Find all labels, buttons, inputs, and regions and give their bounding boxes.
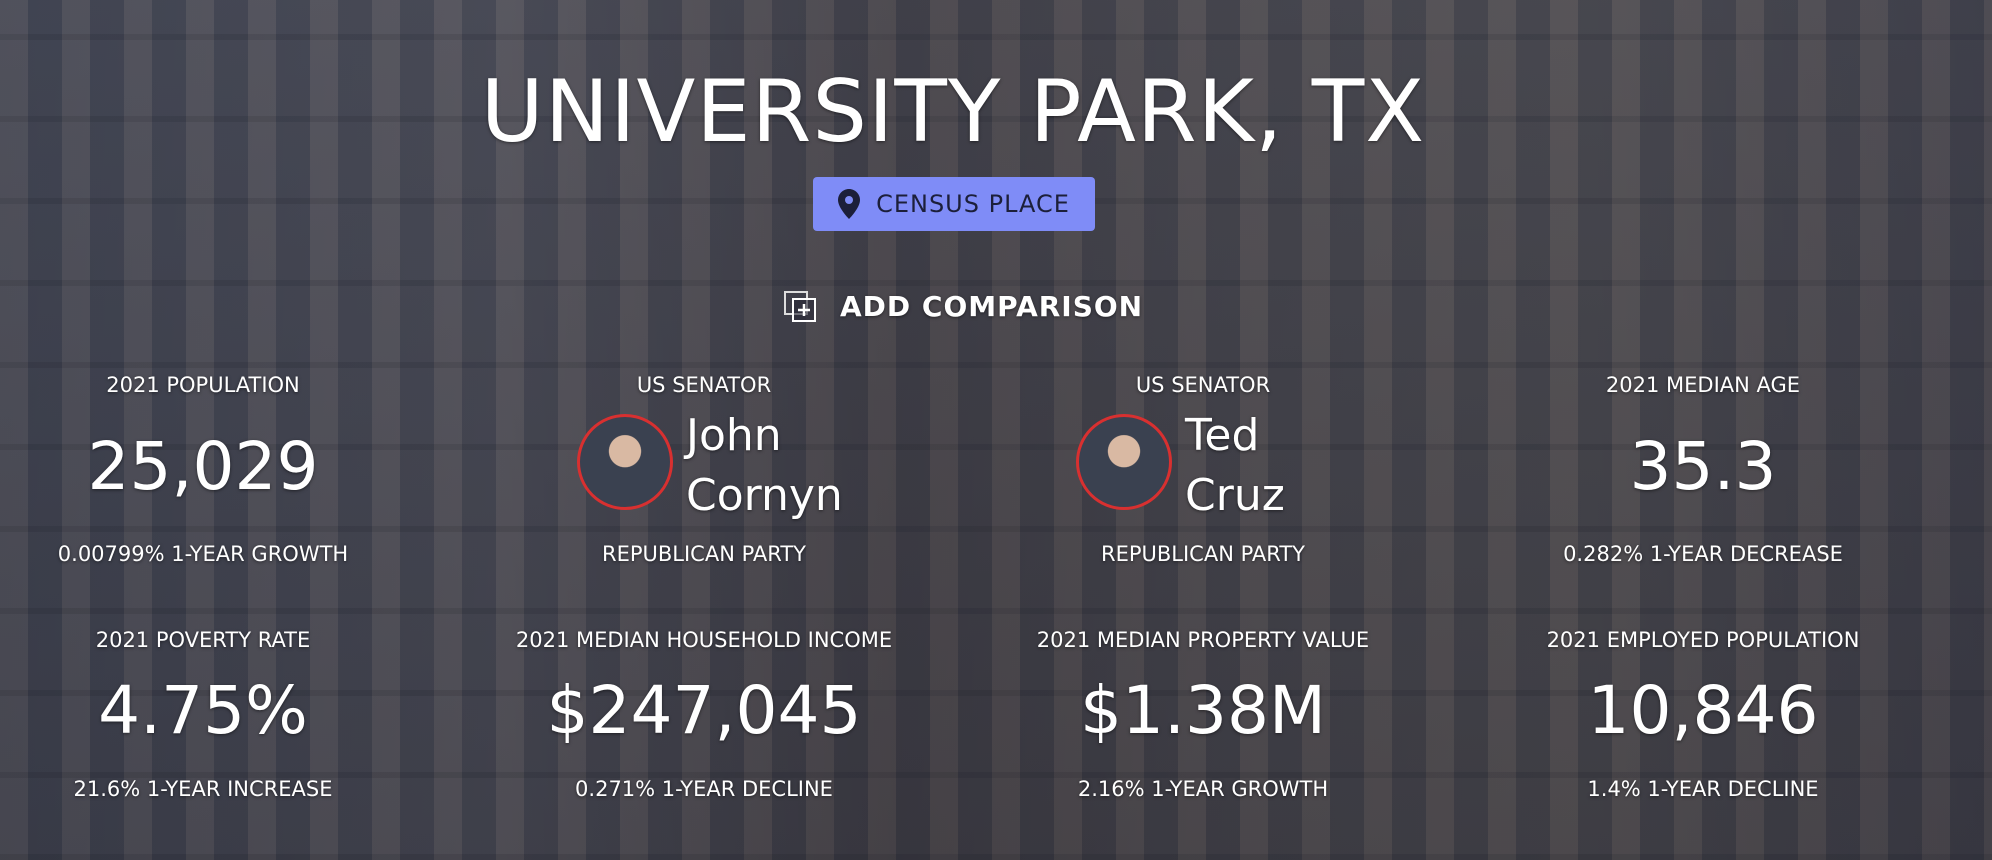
stat-value: 25,029 bbox=[87, 428, 319, 505]
stat-value: $1.38M bbox=[1080, 672, 1326, 749]
stat-subtext: 21.6% 1-YEAR INCREASE bbox=[73, 777, 333, 801]
page-title: UNIVERSITY PARK, TX bbox=[480, 62, 1426, 162]
add-comparison[interactable]: ADD COMPARISON bbox=[784, 290, 1143, 323]
pin-icon bbox=[838, 189, 861, 219]
place-badge[interactable]: CENSUS PLACE bbox=[813, 177, 1095, 231]
senator-name: Cornyn bbox=[686, 470, 843, 521]
stat-label: 2021 POVERTY RATE bbox=[95, 628, 311, 652]
stat-value: 10,846 bbox=[1587, 672, 1819, 749]
stat-subtext: REPUBLICAN PARTY bbox=[1100, 542, 1306, 566]
compare-text: ADD COMPARISON bbox=[840, 290, 1144, 323]
stat-label: 2021 EMPLOYED POPULATION bbox=[1546, 628, 1860, 652]
stat-label: US SENATOR bbox=[636, 373, 772, 397]
stat-subtext: 0.282% 1-YEAR DECREASE bbox=[1563, 542, 1843, 566]
senator-photo bbox=[577, 414, 673, 510]
senator-photo bbox=[1076, 414, 1172, 510]
stat-value: 35.3 bbox=[1629, 428, 1777, 505]
stat-subtext: REPUBLICAN PARTY bbox=[601, 542, 807, 566]
stat-label: 2021 POPULATION bbox=[106, 373, 300, 397]
senator-name: Ted bbox=[1185, 410, 1260, 461]
compare-icon bbox=[784, 290, 816, 322]
stat-value: $247,045 bbox=[546, 672, 862, 749]
stat-value: 4.75% bbox=[98, 672, 308, 749]
stat-subtext: 0.271% 1-YEAR DECLINE bbox=[575, 777, 833, 801]
stat-subtext: 0.00799% 1-YEAR GROWTH bbox=[57, 542, 349, 566]
stat-label: 2021 MEDIAN AGE bbox=[1605, 373, 1801, 397]
senator-name: John bbox=[686, 410, 782, 461]
badge-text: CENSUS PLACE bbox=[876, 190, 1070, 218]
stat-label: 2021 MEDIAN PROPERTY VALUE bbox=[1036, 628, 1370, 652]
stat-subtext: 2.16% 1-YEAR GROWTH bbox=[1077, 777, 1329, 801]
senator-name: Cruz bbox=[1185, 470, 1285, 521]
stat-subtext: 1.4% 1-YEAR DECLINE bbox=[1587, 777, 1819, 801]
stat-label: 2021 MEDIAN HOUSEHOLD INCOME bbox=[515, 628, 893, 652]
stat-label: US SENATOR bbox=[1135, 373, 1271, 397]
